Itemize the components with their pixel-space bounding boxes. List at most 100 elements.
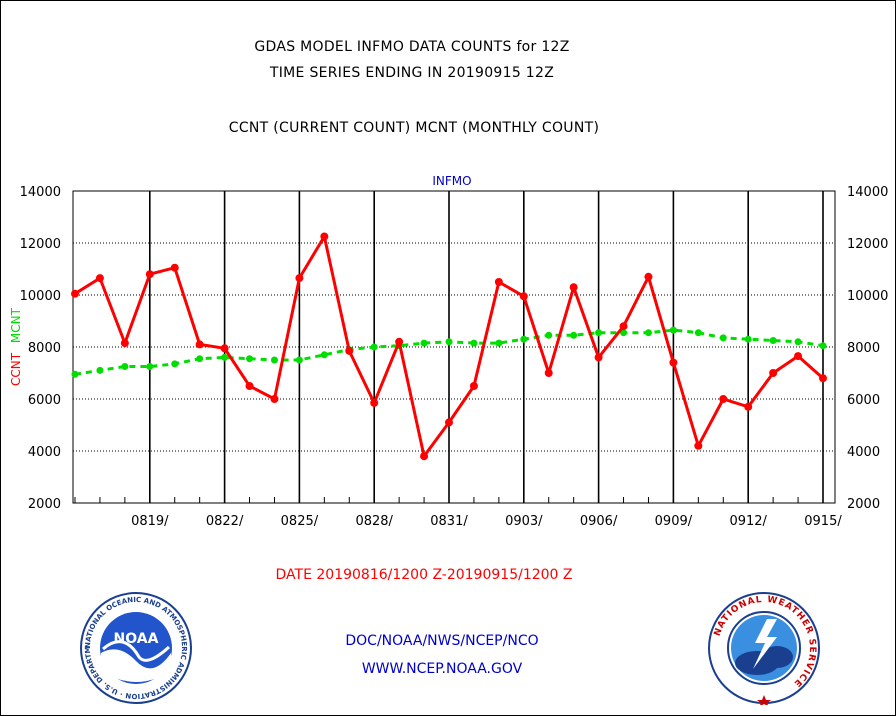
nws-logo: NATIONAL WEATHER SERVICE (708, 592, 820, 705)
data-point-mcnt (171, 360, 179, 368)
svg-text:CCNT MCNT: CCNT MCNT (9, 307, 23, 386)
data-point-ccnt (145, 270, 154, 279)
y-tick-label-right: 10000 (847, 289, 888, 304)
series-ccnt (71, 232, 827, 461)
data-point-ccnt (195, 340, 204, 349)
data-point-ccnt (370, 398, 379, 407)
data-point-ccnt (544, 369, 553, 377)
data-point-ccnt (395, 337, 404, 346)
x-tick-label: 0831/ (430, 514, 468, 529)
y-tick-label-left: 14000 (20, 185, 61, 200)
credit-website: WWW.NCEP.NOAA.GOV (361, 661, 523, 677)
data-point-ccnt (719, 395, 728, 403)
data-point-ccnt (569, 283, 578, 292)
data-point-mcnt (445, 338, 453, 346)
vertical-gridlines (149, 191, 824, 503)
y-tick-label-left: 2000 (28, 497, 61, 512)
horizontal-gridlines (73, 242, 835, 452)
x-tick-label: 0909/ (655, 514, 693, 529)
data-point-ccnt (794, 352, 803, 361)
data-point-mcnt (196, 355, 204, 363)
data-point-ccnt (170, 263, 179, 272)
y-tick-label-left: 12000 (20, 237, 61, 252)
data-point-ccnt (519, 292, 528, 301)
data-point-ccnt (320, 232, 329, 241)
y-tick-label-left: 6000 (28, 393, 61, 408)
data-point-mcnt (221, 353, 229, 361)
data-point-mcnt (719, 334, 727, 342)
data-point-mcnt (470, 339, 478, 347)
data-point-mcnt (669, 326, 677, 334)
data-point-mcnt (270, 356, 278, 364)
x-tick-label: 0828/ (355, 514, 393, 529)
data-point-ccnt (744, 402, 753, 411)
data-point-ccnt (769, 369, 778, 377)
data-point-ccnt (71, 289, 79, 298)
data-point-ccnt (345, 346, 354, 355)
data-point-ccnt (619, 322, 628, 331)
y-axis-left-ticks: 2000 4000 6000 8000 10000 12000 14000 (20, 185, 61, 512)
chart-title-line-1: GDAS MODEL INFMO DATA COUNTS for 12Z (254, 39, 570, 55)
x-tick-label: 0822/ (206, 514, 244, 529)
data-point-mcnt (121, 363, 129, 370)
data-point-mcnt (295, 356, 303, 364)
data-point-ccnt (120, 339, 129, 348)
x-tick-label: 0903/ (505, 514, 543, 529)
data-point-mcnt (819, 342, 827, 350)
y-tick-label-right: 8000 (847, 341, 880, 356)
y-axis-label-ccnt: CCNT (9, 352, 23, 386)
x-tick-label: 0915/ (804, 514, 842, 529)
data-point-mcnt (96, 366, 104, 374)
credit-org-path: DOC/NOAA/NWS/NCEP/NCO (345, 633, 539, 649)
data-point-ccnt (644, 272, 653, 281)
data-point-mcnt (420, 339, 428, 347)
line-chart: 0819/0822/0825/0828/0831/0903/0906/0909/… (9, 174, 888, 529)
data-point-mcnt (744, 335, 752, 343)
noaa-logo: NATIONAL OCEANIC AND ATMOSPHERIC ADMINIS… (79, 591, 192, 704)
data-point-mcnt (620, 329, 628, 337)
data-point-mcnt (246, 355, 254, 363)
y-tick-label-right: 14000 (847, 185, 888, 200)
x-tick-label: 0906/ (580, 514, 618, 529)
date-range-label: DATE 20190816/1200 Z-20190915/1200 Z (275, 567, 573, 583)
data-point-ccnt (245, 382, 254, 390)
data-point-mcnt (769, 337, 777, 344)
noaa-logo-text: NOAA (114, 631, 159, 647)
data-point-ccnt (420, 452, 429, 461)
data-point-mcnt (694, 329, 702, 337)
data-point-mcnt (146, 363, 154, 370)
x-tick-label: 0825/ (281, 514, 319, 529)
data-point-ccnt (270, 395, 279, 403)
data-point-mcnt (495, 339, 503, 347)
data-point-mcnt (644, 329, 652, 337)
y-tick-label-left: 8000 (28, 341, 61, 356)
data-point-ccnt (295, 274, 304, 283)
data-point-ccnt (469, 382, 478, 390)
x-tick-label: 0912/ (729, 514, 767, 529)
data-point-mcnt (595, 329, 603, 337)
plot-area-frame (72, 190, 836, 504)
chart-axis-title: INFMO (432, 174, 471, 188)
data-point-ccnt (445, 418, 453, 427)
y-tick-label-right: 4000 (847, 445, 880, 460)
y-tick-label-right: 12000 (847, 237, 888, 252)
y-tick-label-right: 6000 (847, 393, 880, 408)
data-point-mcnt (71, 370, 79, 378)
data-point-ccnt (669, 358, 678, 367)
data-point-ccnt (95, 274, 104, 283)
data-point-mcnt (520, 335, 528, 343)
y-axis-label: CCNT MCNT (9, 307, 23, 386)
x-tick-label: 0819/ (131, 514, 169, 529)
data-point-ccnt (694, 441, 703, 450)
y-axis-label-mcnt: MCNT (9, 307, 23, 343)
data-point-ccnt (494, 278, 503, 286)
data-point-ccnt (594, 353, 603, 362)
data-point-ccnt (819, 374, 827, 383)
data-point-mcnt (570, 331, 578, 339)
chart-subtitle: CCNT (CURRENT COUNT) MCNT (MONTHLY COUNT… (228, 120, 600, 136)
data-point-mcnt (794, 338, 802, 346)
y-tick-label-right: 2000 (847, 497, 880, 512)
y-axis-right-ticks: 2000 4000 6000 8000 10000 12000 14000 (847, 185, 888, 512)
chart-title-line-2: TIME SERIES ENDING IN 20190915 12Z (269, 65, 555, 81)
